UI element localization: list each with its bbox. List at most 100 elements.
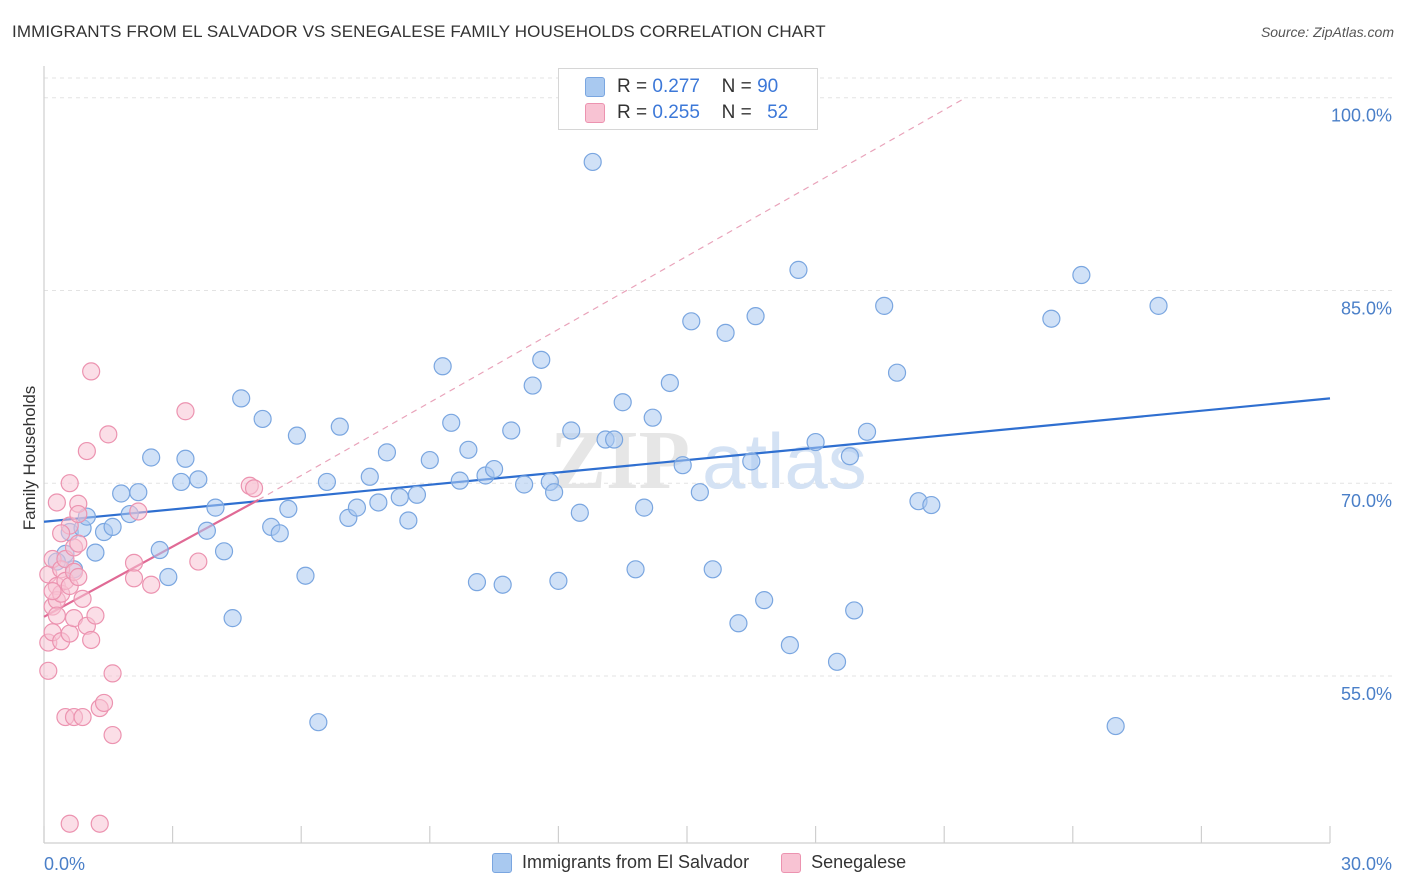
point-el-salvador xyxy=(360,467,379,486)
point-el-salvador xyxy=(583,152,602,172)
point-senegalese xyxy=(176,402,195,421)
n-label: N = xyxy=(721,76,752,97)
point-el-salvador xyxy=(549,571,568,590)
point-el-salvador xyxy=(716,323,735,342)
point-el-salvador xyxy=(755,591,774,610)
point-el-salvador xyxy=(485,459,504,479)
point-el-salvador xyxy=(347,498,367,517)
point-el-salvador xyxy=(742,452,761,471)
watermark-atlas: atlas xyxy=(702,417,867,505)
point-senegalese xyxy=(189,552,208,571)
point-el-salvador xyxy=(887,363,907,382)
point-el-salvador xyxy=(309,713,328,732)
point-senegalese xyxy=(60,474,79,493)
axes xyxy=(43,66,1331,844)
point-el-salvador xyxy=(159,567,178,587)
point-el-salvador xyxy=(172,472,191,492)
point-senegalese xyxy=(90,814,109,833)
point-el-salvador xyxy=(296,566,315,585)
point-el-salvador xyxy=(377,443,397,462)
point-el-salvador xyxy=(112,484,131,503)
point-el-salvador xyxy=(103,517,122,536)
point-el-salvador xyxy=(433,357,452,376)
point-el-salvador xyxy=(922,495,941,515)
point-el-salvador xyxy=(690,483,709,502)
point-senegalese xyxy=(73,707,92,727)
r-label: R = xyxy=(617,76,648,97)
point-el-salvador xyxy=(442,413,461,432)
point-senegalese xyxy=(39,661,58,680)
n-label: N = xyxy=(721,102,752,123)
point-el-salvador xyxy=(875,296,894,315)
point-el-salvador xyxy=(420,450,439,470)
point-senegalese xyxy=(73,589,92,608)
legend-swatch-senegalese xyxy=(781,852,802,873)
point-el-salvador xyxy=(253,409,272,429)
point-el-salvador xyxy=(643,408,662,427)
point-el-salvador xyxy=(279,499,298,518)
point-el-salvador xyxy=(197,521,216,540)
point-el-salvador xyxy=(1042,309,1061,328)
point-senegalese xyxy=(103,664,122,683)
point-el-salvador xyxy=(532,350,551,369)
point-senegalese xyxy=(47,606,66,625)
tick-labels: 55.0% 70.0% 85.0% 100.0% 0.0% 30.0% xyxy=(44,106,1392,874)
point-el-salvador xyxy=(287,426,307,445)
point-senegalese xyxy=(86,606,105,625)
point-senegalese xyxy=(94,693,114,713)
point-el-salvador xyxy=(789,260,808,279)
point-el-salvador xyxy=(545,483,564,502)
point-el-salvador xyxy=(660,373,679,393)
point-el-salvador xyxy=(214,542,234,561)
point-el-salvador xyxy=(562,421,581,440)
point-senegalese xyxy=(244,479,264,498)
point-el-salvador xyxy=(523,376,542,395)
point-el-salvador xyxy=(605,430,624,449)
point-el-salvador xyxy=(407,485,427,504)
point-senegalese xyxy=(82,630,101,650)
series-legend: Immigrants from El Salvador Senegalese xyxy=(492,852,938,873)
point-senegalese xyxy=(69,534,88,553)
legend-swatch-el-salvador xyxy=(492,852,512,873)
y-tick-label: 55.0% xyxy=(1341,684,1392,704)
point-el-salvador xyxy=(613,393,632,412)
point-senegalese xyxy=(82,362,101,381)
point-el-salvador xyxy=(626,560,645,579)
trend-lines xyxy=(43,97,1331,618)
legend-label-senegalese: Senegalese xyxy=(811,852,907,872)
point-el-salvador xyxy=(729,614,748,633)
point-el-salvador xyxy=(493,575,512,594)
point-el-salvador xyxy=(703,560,722,579)
grid-lines xyxy=(44,77,1392,677)
point-el-salvador xyxy=(857,422,877,441)
point-senegalese xyxy=(69,504,88,524)
r-value: 0.255 xyxy=(652,102,700,123)
point-senegalese xyxy=(124,553,144,572)
x-tick-label-min: 0.0% xyxy=(44,854,85,874)
point-senegalese xyxy=(69,567,88,587)
r-label: R = xyxy=(617,102,648,123)
point-senegalese xyxy=(99,425,118,444)
point-senegalese xyxy=(43,582,62,601)
legend-row-senegalese: R = 0.255 N = 52 xyxy=(585,101,788,125)
point-el-salvador xyxy=(459,440,478,459)
point-el-salvador xyxy=(189,470,208,489)
legend-item-senegalese[interactable]: Senegalese xyxy=(781,852,906,873)
y-tick-label: 85.0% xyxy=(1341,298,1392,318)
point-senegalese xyxy=(142,575,161,594)
point-el-salvador xyxy=(746,307,765,326)
point-el-salvador xyxy=(317,472,337,492)
point-el-salvador xyxy=(142,448,161,467)
point-senegalese xyxy=(103,725,122,745)
stats-legend: R = 0.277 N = 90 R = 0.255 N = 52 xyxy=(558,68,818,130)
y-tick-label: 100.0% xyxy=(1331,106,1392,126)
n-value: 90 xyxy=(757,76,779,97)
point-el-salvador xyxy=(232,389,251,408)
legend-item-el-salvador[interactable]: Immigrants from El Salvador xyxy=(492,852,749,873)
point-el-salvador xyxy=(223,609,242,628)
data-points xyxy=(39,152,1168,833)
point-senegalese xyxy=(129,502,148,521)
point-el-salvador xyxy=(399,511,418,530)
point-el-salvador xyxy=(86,543,105,562)
